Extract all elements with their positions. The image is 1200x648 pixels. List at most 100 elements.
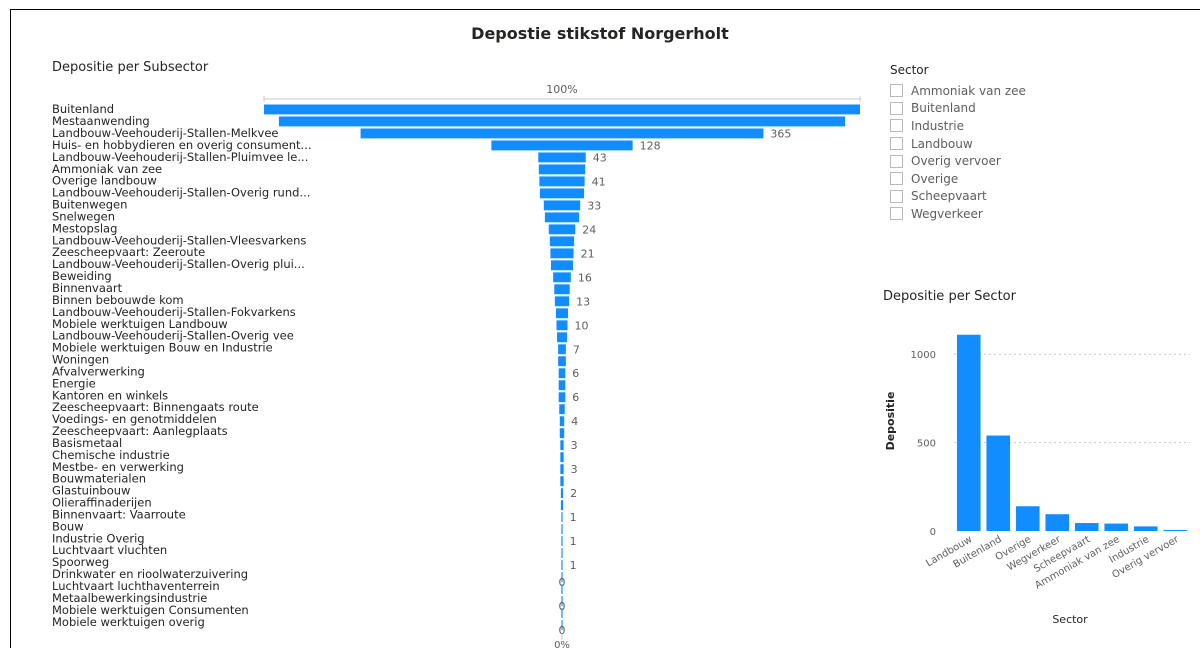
funnel-bar[interactable] bbox=[561, 524, 563, 535]
checkbox-icon[interactable] bbox=[890, 154, 903, 168]
funnel-bar[interactable] bbox=[560, 452, 564, 463]
funnel-bar[interactable] bbox=[558, 392, 566, 403]
data-label: 3 bbox=[571, 463, 578, 476]
data-label: 10 bbox=[575, 319, 589, 332]
category-label: Buitenwegen bbox=[52, 198, 127, 212]
funnel-bar[interactable] bbox=[561, 620, 563, 630]
funnel-bar[interactable] bbox=[549, 236, 575, 247]
funnel-bar[interactable] bbox=[561, 608, 563, 619]
funnel-bar[interactable] bbox=[561, 572, 563, 583]
sector-bar-chart[interactable]: 05001000LandbouwBuitenlandOverigeWegverk… bbox=[870, 310, 1200, 640]
funnel-bar[interactable] bbox=[548, 224, 576, 235]
category-label: Binnenvaart bbox=[52, 281, 123, 295]
funnel-bar[interactable] bbox=[554, 284, 570, 295]
funnel-bar[interactable] bbox=[554, 296, 570, 307]
checkbox-icon[interactable] bbox=[890, 119, 903, 133]
checkbox-icon[interactable] bbox=[890, 84, 903, 98]
slicer-item-label: Scheepvaart bbox=[911, 189, 987, 204]
slicer-item[interactable]: Overig vervoer bbox=[890, 152, 1026, 170]
funnel-bar[interactable] bbox=[538, 164, 586, 175]
sector-bar[interactable] bbox=[1104, 523, 1129, 531]
sector-bar[interactable] bbox=[1163, 529, 1188, 531]
checkbox-icon[interactable] bbox=[890, 172, 903, 186]
category-label: Bouwmaterialen bbox=[52, 472, 146, 486]
funnel-bar[interactable] bbox=[559, 404, 565, 415]
category-label: Luchtvaart vluchten bbox=[52, 543, 167, 557]
funnel-bar[interactable] bbox=[558, 380, 566, 391]
sector-bar[interactable] bbox=[1015, 506, 1040, 531]
slicer-item[interactable]: Scheepvaart bbox=[890, 188, 1026, 206]
y-tick-label: 1000 bbox=[911, 350, 936, 361]
sector-slicer[interactable]: Sector Ammoniak van zee Buitenland Industr… bbox=[890, 63, 1026, 223]
slicer-item[interactable]: Buitenland bbox=[890, 100, 1026, 118]
funnel-bar[interactable] bbox=[539, 188, 585, 199]
funnel-bar[interactable] bbox=[539, 176, 585, 187]
sector-bar[interactable] bbox=[1045, 514, 1070, 531]
category-label: Olieraffinaderijen bbox=[52, 496, 152, 510]
funnel-bar[interactable] bbox=[560, 476, 564, 487]
sector-bar[interactable] bbox=[1074, 523, 1099, 531]
data-label: 0 bbox=[559, 624, 566, 637]
slicer-item[interactable]: Landbouw bbox=[890, 135, 1026, 153]
category-label: Basismetaal bbox=[52, 436, 122, 450]
funnel-bar[interactable] bbox=[559, 416, 565, 427]
slicer-item[interactable]: Industrie bbox=[890, 117, 1026, 135]
sector-bar[interactable] bbox=[1133, 526, 1158, 531]
funnel-bar[interactable] bbox=[278, 116, 846, 127]
data-label: 0 bbox=[559, 600, 566, 613]
funnel-bar[interactable] bbox=[550, 260, 574, 271]
funnel-bar[interactable] bbox=[264, 104, 860, 115]
funnel-bar[interactable] bbox=[556, 320, 568, 331]
funnel-bar[interactable] bbox=[558, 368, 566, 379]
funnel-bar[interactable] bbox=[555, 308, 569, 319]
category-label: Zeescheepvaart: Aanlegplaats bbox=[52, 424, 228, 438]
funnel-bar[interactable] bbox=[560, 440, 564, 451]
funnel-bar[interactable] bbox=[360, 128, 764, 139]
checkbox-icon[interactable] bbox=[890, 137, 903, 151]
funnel-bar[interactable] bbox=[560, 488, 564, 499]
funnel-bar[interactable] bbox=[553, 272, 571, 283]
data-label: 6 bbox=[572, 391, 579, 404]
funnel-bar[interactable] bbox=[538, 152, 586, 163]
funnel-bar[interactable] bbox=[558, 356, 566, 367]
data-label: 365 bbox=[770, 127, 791, 140]
category-label: Landbouw-Veehouderij-Stallen-Fokvarkens bbox=[52, 305, 296, 319]
funnel-bar[interactable] bbox=[491, 140, 633, 151]
sector-bar[interactable] bbox=[986, 435, 1011, 531]
slicer-item[interactable]: Overige bbox=[890, 170, 1026, 188]
funnel-bar[interactable] bbox=[550, 248, 574, 259]
funnel-bar[interactable] bbox=[561, 560, 563, 571]
funnel-bar[interactable] bbox=[561, 548, 563, 559]
slicer-item[interactable]: Ammoniak van zee bbox=[890, 82, 1026, 100]
funnel-bar[interactable] bbox=[561, 584, 563, 595]
slicer-item[interactable]: Wegverkeer bbox=[890, 205, 1026, 223]
category-label: Beweiding bbox=[52, 269, 112, 283]
funnel-bar[interactable] bbox=[560, 500, 564, 511]
funnel-bar[interactable] bbox=[560, 464, 564, 475]
funnel-bar[interactable] bbox=[561, 512, 563, 523]
category-label: Mobiele werktuigen Landbouw bbox=[52, 317, 228, 331]
funnel-bar[interactable] bbox=[559, 428, 565, 439]
checkbox-icon[interactable] bbox=[890, 101, 903, 115]
sector-bar[interactable] bbox=[956, 334, 981, 531]
funnel-bar[interactable] bbox=[557, 332, 567, 343]
category-label: Huis- en hobbydieren en overig consument… bbox=[52, 138, 312, 152]
frame-left-border bbox=[10, 9, 11, 648]
slicer-item-label: Buitenland bbox=[911, 101, 976, 116]
checkbox-icon[interactable] bbox=[890, 207, 903, 221]
funnel-bar[interactable] bbox=[558, 344, 566, 355]
category-label: Drinkwater en rioolwaterzuivering bbox=[52, 567, 248, 581]
page-title: Depostie stikstof Norgerholt bbox=[471, 24, 729, 43]
funnel-bar[interactable] bbox=[544, 212, 580, 223]
slicer-title: Sector bbox=[890, 63, 929, 77]
category-label: Mestaanwending bbox=[52, 114, 150, 128]
data-label: 1 bbox=[570, 559, 577, 572]
funnel-bar[interactable] bbox=[543, 200, 581, 211]
data-label: 41 bbox=[592, 175, 606, 188]
category-label: Kantoren en winkels bbox=[52, 388, 168, 402]
data-label: 13 bbox=[576, 295, 590, 308]
checkbox-icon[interactable] bbox=[890, 189, 903, 203]
funnel-bar[interactable] bbox=[561, 536, 563, 547]
funnel-bar[interactable] bbox=[561, 596, 563, 607]
funnel-chart[interactable]: 100%0%BuitenlandMestaanwendingLandbouw-V… bbox=[0, 80, 868, 648]
